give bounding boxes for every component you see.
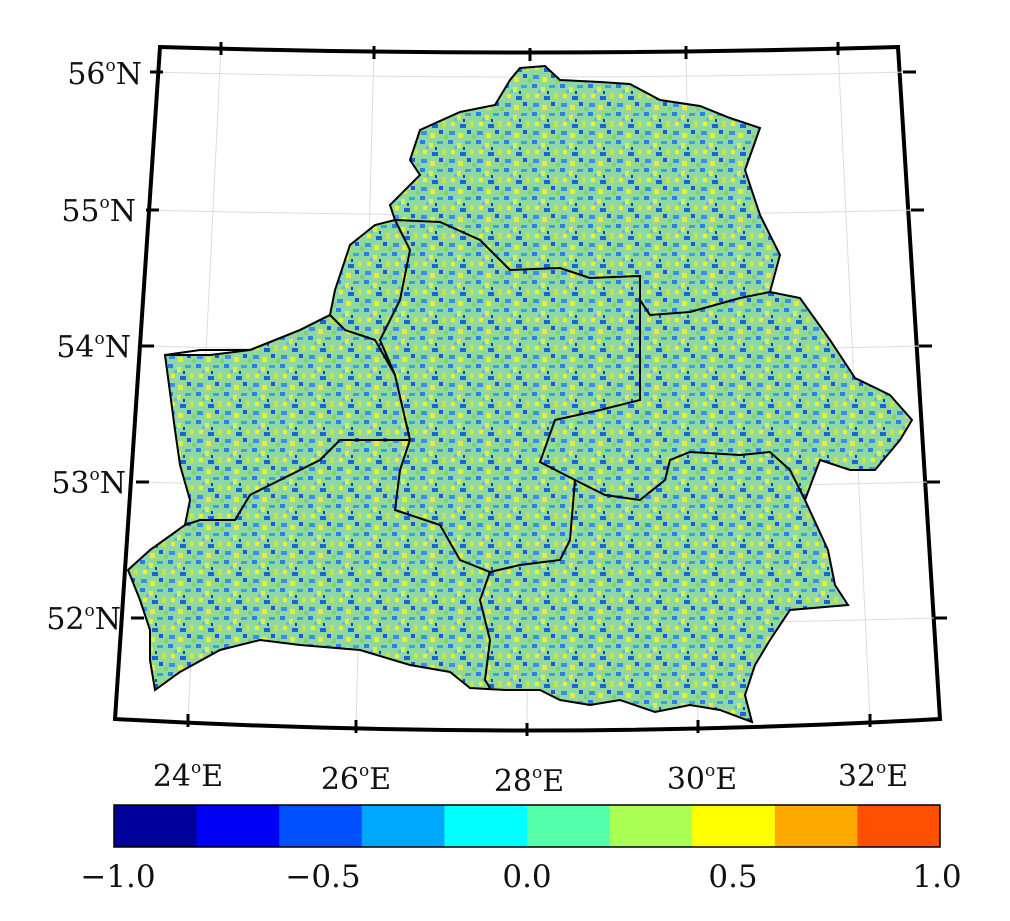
colorbar-segment <box>857 805 941 847</box>
lat-label-56: 56oN <box>67 56 142 92</box>
colorbar-tick-label: −1.0 <box>80 859 156 895</box>
colorbar-segment <box>527 805 611 847</box>
colorbar-segment <box>279 805 363 847</box>
lat-label-55: 55oN <box>61 193 136 229</box>
lon-label-32: 32oE <box>837 758 909 794</box>
colorbar-segment <box>692 805 776 847</box>
colorbar-segment <box>774 805 858 847</box>
colorbar <box>114 805 941 847</box>
colorbar-segment <box>444 805 528 847</box>
colorbar-tick-label: −0.5 <box>285 859 361 895</box>
colorbar-border <box>113 804 941 848</box>
colorbar-segment <box>361 805 445 847</box>
colorbar-segment <box>609 805 693 847</box>
region-boundaries <box>164 219 806 689</box>
lon-label-24: 24oE <box>152 758 224 794</box>
lat-label-52: 52oN <box>46 601 121 637</box>
lon-label-30: 30oE <box>666 761 738 797</box>
colorbar-segment <box>196 805 280 847</box>
lat-label-54: 54oN <box>56 329 131 365</box>
lon-label-28: 28oE <box>493 763 565 799</box>
colorbar-tick-label: 0.5 <box>708 859 758 895</box>
country-data-field <box>126 64 914 724</box>
colorbar-tick-label: 1.0 <box>912 859 962 895</box>
colorbar-tick-label: 0.0 <box>502 859 552 895</box>
lat-label-53: 53oN <box>51 465 126 501</box>
colorbar-segment <box>114 805 198 847</box>
frame-ticks <box>131 42 947 736</box>
lon-label-26: 26oE <box>320 761 392 797</box>
